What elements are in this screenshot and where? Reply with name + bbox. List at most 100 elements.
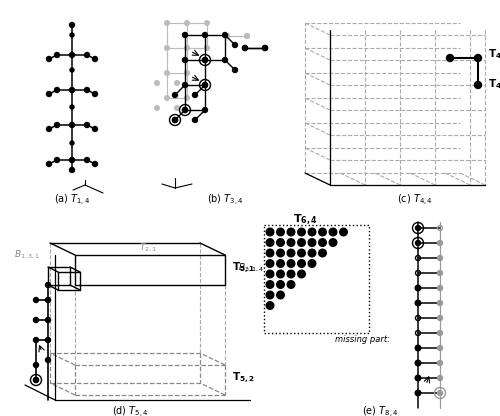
- Circle shape: [34, 297, 38, 302]
- Circle shape: [70, 87, 74, 92]
- Circle shape: [182, 57, 188, 62]
- Circle shape: [70, 52, 74, 57]
- Circle shape: [46, 126, 52, 131]
- Circle shape: [318, 228, 326, 236]
- Circle shape: [46, 282, 51, 287]
- Circle shape: [172, 117, 178, 122]
- Circle shape: [266, 260, 274, 267]
- Circle shape: [287, 270, 295, 278]
- Circle shape: [46, 317, 51, 322]
- Circle shape: [308, 260, 316, 267]
- Circle shape: [164, 46, 170, 50]
- Circle shape: [224, 34, 230, 38]
- Circle shape: [202, 32, 207, 37]
- Circle shape: [287, 249, 295, 257]
- Circle shape: [70, 141, 74, 145]
- Circle shape: [276, 260, 284, 267]
- Circle shape: [184, 21, 190, 25]
- Circle shape: [308, 249, 316, 257]
- Circle shape: [474, 82, 482, 89]
- Circle shape: [54, 52, 60, 57]
- Circle shape: [184, 46, 190, 50]
- Circle shape: [222, 32, 228, 37]
- Circle shape: [172, 92, 178, 97]
- Circle shape: [92, 57, 98, 62]
- Circle shape: [415, 300, 421, 306]
- Circle shape: [70, 168, 74, 173]
- Circle shape: [192, 92, 198, 97]
- Circle shape: [70, 105, 74, 109]
- Circle shape: [308, 239, 316, 246]
- Circle shape: [202, 57, 207, 62]
- Text: (c) $T_{4,4}$: (c) $T_{4,4}$: [397, 193, 433, 208]
- Circle shape: [276, 228, 284, 236]
- Circle shape: [46, 161, 52, 166]
- Circle shape: [70, 33, 74, 37]
- Circle shape: [34, 377, 38, 382]
- Circle shape: [276, 270, 284, 278]
- Circle shape: [415, 285, 421, 291]
- Circle shape: [276, 281, 284, 288]
- Circle shape: [262, 45, 268, 50]
- Circle shape: [84, 122, 89, 127]
- Circle shape: [318, 249, 326, 257]
- Circle shape: [438, 300, 442, 305]
- Circle shape: [46, 357, 51, 362]
- Circle shape: [202, 82, 207, 87]
- Circle shape: [438, 330, 442, 335]
- Circle shape: [84, 52, 89, 57]
- Circle shape: [46, 297, 51, 302]
- Circle shape: [70, 68, 74, 72]
- Circle shape: [438, 285, 442, 290]
- Circle shape: [308, 228, 316, 236]
- Circle shape: [415, 375, 421, 381]
- Circle shape: [224, 34, 230, 38]
- Circle shape: [474, 54, 482, 62]
- Circle shape: [438, 376, 442, 381]
- Circle shape: [242, 45, 248, 50]
- Circle shape: [438, 391, 442, 396]
- Circle shape: [222, 57, 228, 62]
- Circle shape: [154, 81, 160, 85]
- Circle shape: [84, 87, 89, 92]
- Circle shape: [266, 302, 274, 310]
- Circle shape: [329, 228, 337, 236]
- Circle shape: [172, 117, 178, 122]
- Circle shape: [298, 270, 306, 278]
- Circle shape: [446, 54, 454, 62]
- Circle shape: [266, 270, 274, 278]
- Circle shape: [276, 239, 284, 246]
- Text: $B_{1,3,1}$: $B_{1,3,1}$: [14, 249, 40, 261]
- Circle shape: [232, 67, 237, 72]
- Circle shape: [242, 45, 248, 50]
- Circle shape: [266, 291, 274, 299]
- Circle shape: [202, 57, 207, 62]
- Circle shape: [182, 82, 188, 87]
- Circle shape: [266, 281, 274, 288]
- Text: $\mathbf{T_{6,4}}$: $\mathbf{T_{6,4}}$: [292, 213, 318, 227]
- Circle shape: [154, 106, 160, 110]
- Circle shape: [164, 21, 170, 25]
- Circle shape: [34, 362, 38, 367]
- Circle shape: [276, 249, 284, 257]
- Circle shape: [202, 82, 207, 87]
- Circle shape: [318, 239, 326, 246]
- Circle shape: [92, 92, 98, 97]
- Circle shape: [92, 126, 98, 131]
- Text: $\mathbf{T_{5,1}}$: $\mathbf{T_{5,1}}$: [232, 261, 255, 275]
- Circle shape: [298, 239, 306, 246]
- Circle shape: [54, 158, 60, 163]
- Text: (e) $T_{8,4}$: (e) $T_{8,4}$: [362, 404, 398, 416]
- Circle shape: [276, 291, 284, 299]
- Circle shape: [416, 225, 420, 230]
- Circle shape: [244, 34, 250, 38]
- Circle shape: [438, 240, 442, 245]
- Text: $\mathbf{T_{4,2}}$: $\mathbf{T_{4,2}}$: [488, 78, 500, 92]
- Text: (a) $T_{1,4}$: (a) $T_{1,4}$: [54, 193, 90, 208]
- Circle shape: [70, 158, 74, 163]
- Circle shape: [84, 158, 89, 163]
- Circle shape: [329, 239, 337, 246]
- Circle shape: [182, 107, 188, 112]
- Text: $\mathbf{T_{5,2}}$: $\mathbf{T_{5,2}}$: [232, 371, 255, 385]
- Circle shape: [438, 255, 442, 260]
